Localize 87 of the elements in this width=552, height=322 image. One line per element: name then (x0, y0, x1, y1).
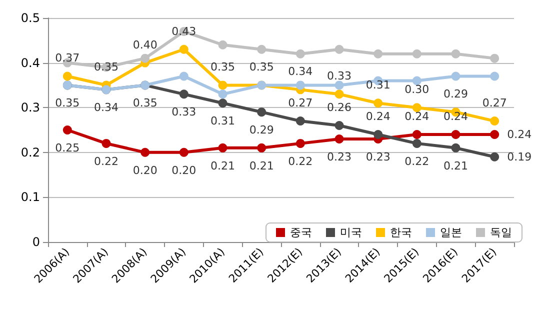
data-label: 0.35 (94, 60, 118, 74)
y-tick-label: 0 (32, 235, 40, 249)
data-label: 0.26 (327, 101, 352, 114)
point (179, 72, 188, 81)
point (140, 148, 150, 157)
data-label: 0.33 (172, 106, 196, 119)
data-label: 0.21 (444, 159, 468, 172)
data-label: 0.31 (366, 78, 390, 92)
data-label: 0.20 (132, 164, 158, 177)
data-label: 0.24 (366, 110, 390, 123)
point (412, 138, 422, 148)
data-label: 0.31 (210, 114, 235, 128)
data-label: 0.35 (210, 60, 235, 74)
legend-label: 미국 (340, 226, 362, 239)
data-label: 0.30 (404, 83, 430, 96)
point (490, 130, 500, 139)
data-label: 0.43 (172, 24, 196, 38)
y-tick-label: 0.1 (20, 190, 40, 204)
point (334, 121, 344, 130)
data-label: 0.21 (210, 159, 235, 172)
point (334, 44, 344, 54)
point (62, 72, 72, 81)
point (179, 90, 188, 99)
y-tick-label: 0.4 (20, 56, 40, 70)
point (218, 98, 228, 108)
point (257, 44, 266, 54)
data-label: 0.34 (288, 65, 313, 78)
data-label: 0.21 (249, 159, 274, 172)
point (218, 40, 228, 50)
data-label: 0.27 (288, 96, 313, 110)
point (451, 143, 460, 152)
data-label: 0.22 (288, 154, 313, 168)
point (218, 80, 228, 90)
y-tick-label: 0.2 (20, 145, 40, 160)
data-label: 0.23 (327, 150, 352, 164)
data-label: 0.24 (507, 128, 532, 141)
point (218, 90, 228, 99)
point (62, 126, 72, 134)
data-label: 0.29 (249, 124, 274, 137)
data-label: 0.35 (249, 60, 274, 74)
data-label: 0.33 (327, 70, 352, 83)
point (451, 72, 460, 81)
data-label: 0.19 (507, 150, 532, 164)
data-label: 0.27 (482, 96, 507, 110)
point (490, 152, 500, 162)
point (374, 49, 383, 58)
point (451, 130, 460, 139)
point (296, 138, 305, 148)
legend-label: 독일 (490, 226, 512, 239)
data-label: 0.29 (444, 88, 468, 101)
point (412, 130, 422, 139)
point (102, 138, 111, 148)
data-label: 0.34 (94, 101, 118, 114)
point (490, 116, 500, 126)
point (451, 49, 460, 58)
point (334, 90, 344, 99)
point (334, 134, 344, 144)
point (140, 54, 150, 63)
y-tick-label: 0.3 (20, 100, 40, 115)
data-label: 0.20 (172, 164, 196, 177)
point (218, 143, 228, 152)
point (490, 54, 500, 63)
point (334, 80, 344, 90)
point (374, 98, 383, 108)
point (257, 108, 266, 117)
data-label: 0.35 (55, 96, 80, 110)
point (296, 49, 305, 58)
data-label: 0.23 (366, 150, 390, 164)
data-label: 0.22 (404, 154, 430, 168)
data-label: 0.37 (55, 52, 80, 65)
legend-label: 일본 (440, 226, 462, 239)
data-label: 0.25 (55, 142, 80, 154)
legend-label: 중국 (290, 226, 312, 239)
point (296, 116, 305, 126)
point (257, 143, 266, 152)
point (412, 49, 422, 58)
point (296, 80, 305, 90)
data-label: 0.22 (94, 154, 118, 168)
y-tick-label: 0.5 (20, 11, 40, 25)
legend-label: 한국 (390, 226, 412, 239)
data-label: 0.40 (132, 38, 158, 52)
data-label: 0.24 (404, 110, 430, 123)
point (374, 130, 383, 139)
data-label: 0.35 (132, 96, 158, 110)
point (179, 148, 188, 157)
point (179, 44, 188, 54)
point (490, 72, 500, 81)
